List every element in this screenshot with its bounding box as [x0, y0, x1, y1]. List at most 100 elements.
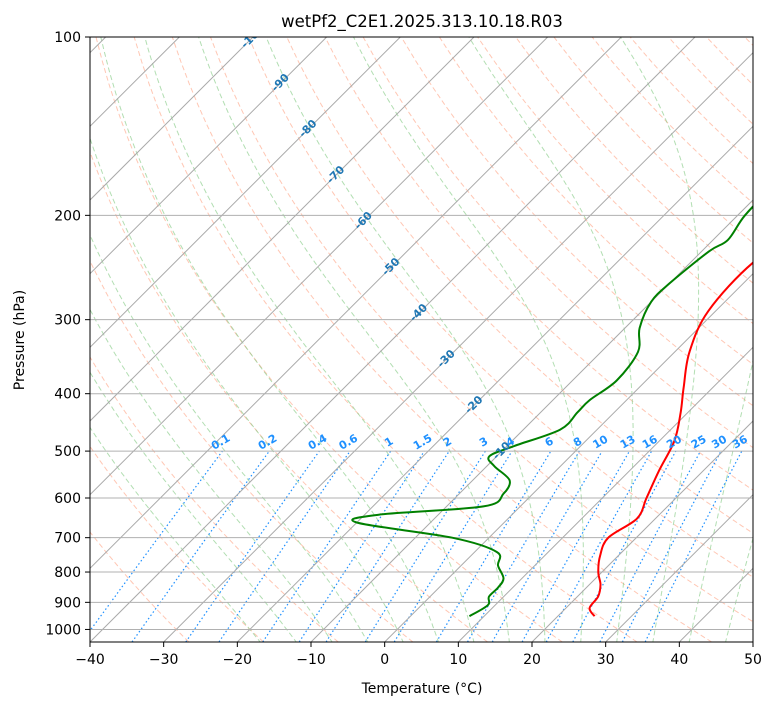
isotherm-line [90, 37, 475, 422]
mixing-ratio-label: 13 [618, 433, 638, 452]
isoline-labels: -100-90-80-70-60-50-40-30-20-100.1 0.2 0.4… [209, 37, 750, 462]
isotherm-line [90, 37, 696, 642]
y-tick-label: 900 [54, 595, 81, 611]
mixing-ratio-line [393, 450, 513, 642]
y-axis-label: Pressure (hPa) [12, 290, 28, 390]
mixing-ratio-label: 20 [664, 432, 684, 451]
mixing-ratio-line [644, 450, 743, 642]
mixing-ratio-line [325, 450, 450, 642]
isotherm-line [605, 493, 753, 642]
mixing-ratio-line [621, 450, 722, 642]
mixing-ratio-line [298, 450, 425, 642]
mixing-ratio-line [435, 450, 552, 642]
isotherm-line [310, 199, 753, 642]
mixing-ratio-label: 36 [730, 432, 750, 451]
dry-adiabat [95, 37, 563, 642]
dry-adiabat [90, 531, 190, 642]
moist-adiabat [90, 136, 404, 642]
dry-adiabat [362, 37, 753, 449]
dry-adiabat [133, 37, 638, 642]
dry-adiabat [591, 37, 753, 204]
mixing-ratio-line [218, 450, 351, 642]
dry-adiabat [210, 37, 753, 623]
dry-adiabat [171, 37, 712, 642]
moist-adiabat [725, 536, 753, 642]
moist-adiabat [620, 37, 700, 642]
isotherm-line [384, 272, 753, 642]
isotherm-line [531, 420, 753, 642]
background-lines [90, 37, 753, 642]
dry-adiabat [553, 37, 753, 244]
dry-adiabat [90, 445, 264, 642]
y-tick-label: 200 [54, 208, 81, 224]
isotherm-line [236, 125, 753, 642]
y-axis-ticks: 100 200 300 400 500 600 700 800 900 1000 [45, 30, 90, 638]
mixing-ratio-line [545, 450, 653, 642]
dry-adiabat [400, 37, 753, 407]
mixing-ratio-label: 10 [591, 432, 611, 451]
isotherm-label: -40 [407, 301, 430, 324]
moist-adiabat [198, 37, 510, 642]
dry-adiabat [90, 150, 488, 642]
x-axis-ticks: −40 −30 −20 −10 0 10 20 30 40 50 [75, 642, 762, 668]
dry-adiabat [668, 37, 753, 125]
mixing-ratio-label: 25 [689, 433, 709, 452]
mixing-ratio-label: 3 [477, 435, 490, 450]
mixing-ratio-line [599, 450, 702, 642]
isotherm-line [457, 346, 753, 642]
mixing-ratio-line [131, 450, 270, 642]
moist-adiabat [688, 358, 753, 642]
isotherm-line [90, 37, 254, 201]
dewpoint-profile-line [351, 205, 753, 618]
mixing-ratio-label: 16 [640, 432, 660, 451]
dry-adiabat [706, 37, 753, 86]
x-tick-label: 0 [380, 652, 389, 668]
dry-adiabat [248, 37, 753, 578]
x-tick-label: 40 [670, 652, 688, 668]
dry-adiabat [324, 37, 753, 491]
dry-adiabat [744, 37, 753, 47]
x-tick-label: 20 [523, 652, 541, 668]
mixing-ratio-label: 6 [543, 434, 556, 449]
mixing-ratio-label: 1 [382, 435, 395, 450]
y-tick-label: 400 [54, 387, 81, 403]
dry-adiabat [90, 259, 414, 642]
mixing-ratio-label: 8 [571, 435, 584, 450]
dry-adiabat [438, 37, 753, 366]
chart-title: wetPf2_C2E1.2025.313.10.18.R03 [281, 12, 563, 32]
isotherm-label: -20 [462, 393, 485, 416]
isotherm-line [752, 641, 753, 642]
isotherm-label: -80 [296, 117, 319, 140]
x-tick-label: −20 [223, 652, 253, 668]
mixing-ratio-line [185, 450, 320, 642]
x-tick-label: −40 [75, 652, 105, 668]
moist-adiabat [90, 426, 261, 642]
moist-adiabat [468, 37, 634, 642]
moist-adiabat [265, 37, 546, 642]
mixing-ratio-line [262, 450, 392, 642]
mixing-ratio-label: 30 [709, 432, 729, 451]
x-tick-label: 10 [449, 652, 467, 668]
data-series [351, 205, 753, 618]
plot-frame [89, 36, 754, 643]
y-tick-label: 600 [54, 491, 81, 507]
x-tick-label: −30 [149, 652, 179, 668]
mixing-ratio-label: 0.4 [306, 431, 330, 452]
x-tick-label: −10 [296, 652, 326, 668]
moist-adiabat [90, 371, 297, 642]
mixing-ratio-label: 1.5 [411, 432, 434, 453]
isotherm-label: -60 [352, 209, 375, 232]
isotherm-line [90, 37, 401, 349]
y-tick-label: 1000 [45, 622, 81, 638]
isotherm-line [163, 51, 753, 642]
temperature-profile-line [588, 261, 753, 617]
y-tick-label: 300 [54, 313, 81, 329]
gridlines [90, 37, 753, 630]
mixing-ratio-line [521, 450, 631, 642]
mixing-ratio-label: 0.2 [256, 432, 279, 453]
y-tick-label: 500 [54, 444, 81, 460]
x-tick-label: 50 [744, 652, 762, 668]
moist-adiabat [100, 37, 440, 642]
y-tick-label: 700 [54, 531, 81, 547]
